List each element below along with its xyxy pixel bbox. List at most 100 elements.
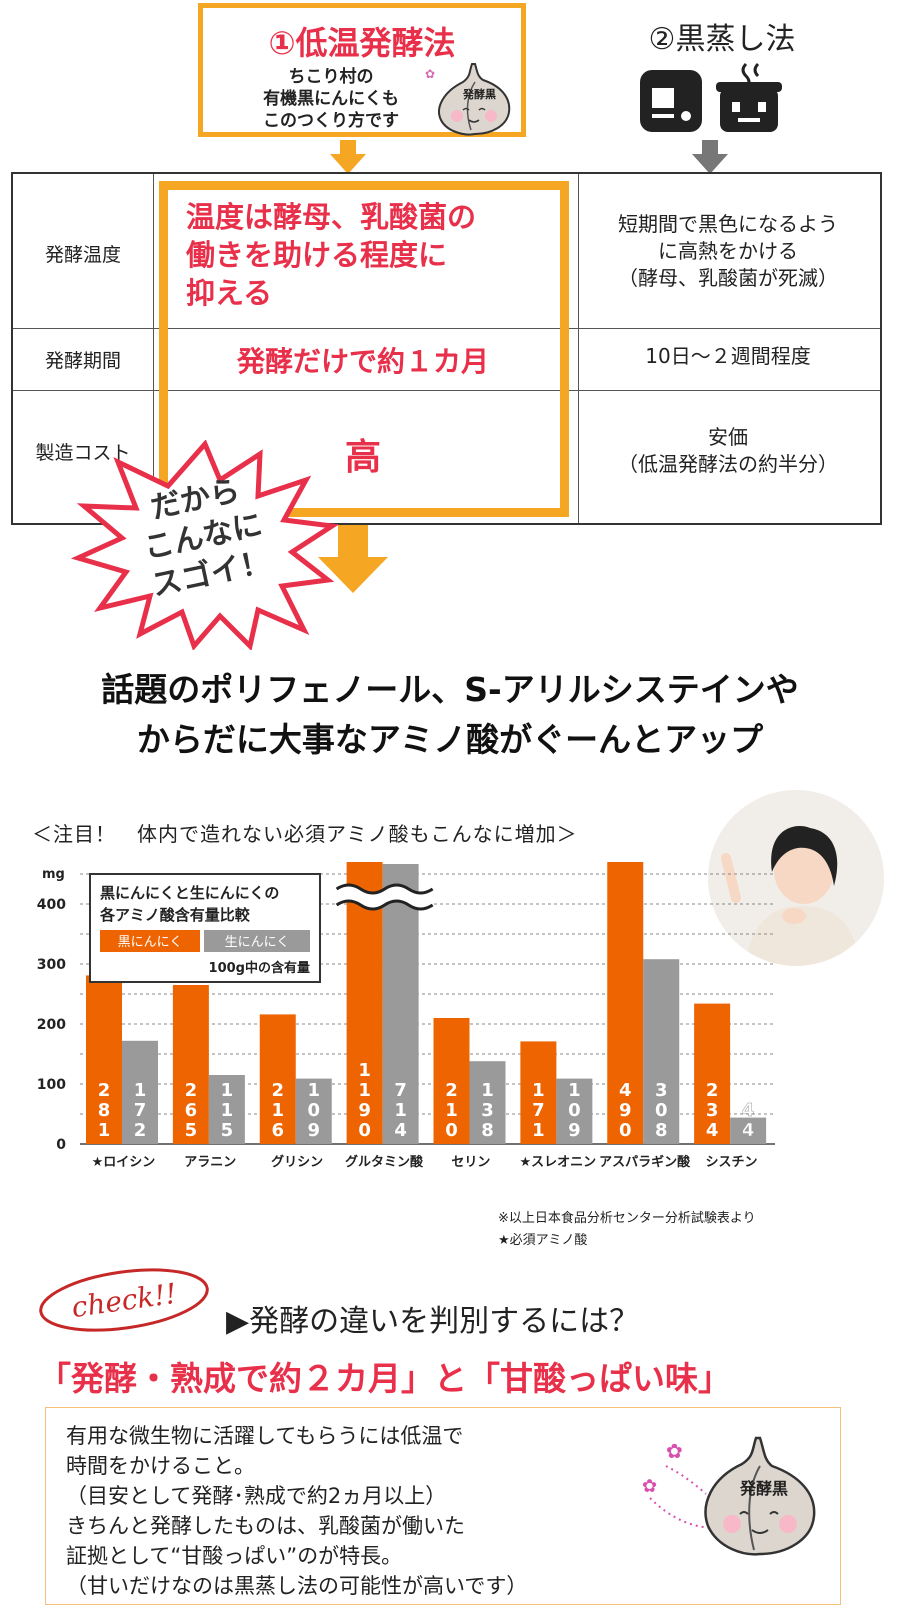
- garlic-mascot-icon: 発酵黒 ✿: [425, 63, 511, 136]
- method2-period: 10日〜２週間程度: [645, 344, 811, 368]
- svg-text:✿: ✿: [642, 1476, 657, 1497]
- y-tick-label: 400: [37, 897, 66, 913]
- cell-line: に高熱をかける: [658, 239, 798, 263]
- x-tick-label: グルタミン酸: [345, 1154, 424, 1170]
- bar-black-garlic: [520, 1041, 557, 1144]
- bar-raw-garlic: [382, 864, 419, 1144]
- method1-subtitle: ちこり村の 有機黒にんにくも このつくり方です: [231, 66, 431, 132]
- arrow-down-icon: [330, 140, 366, 174]
- burst-badge: だから こんなに スゴイ！: [70, 440, 340, 650]
- y-tick-label: 100: [37, 1077, 66, 1093]
- method1-sub-line: このつくり方です: [263, 111, 399, 131]
- mascot-label: 発酵黒: [739, 1479, 788, 1498]
- headline: 話題のポリフェノール、S-アリルシステインや からだに大事なアミノ酸がぐーんとア…: [0, 665, 900, 765]
- method1-cost: 高: [344, 437, 381, 478]
- explain-line: （甘いだけなのは黒蒸し法の可能性が高いです）: [66, 1574, 528, 1598]
- row-label-period: 発酵期間: [44, 350, 121, 372]
- cell-line: 働きを助ける程度に: [186, 238, 448, 272]
- bar-black-garlic: [86, 975, 122, 1144]
- check-answer: 「発酵・熟成で約２カ月」と「甘酸っぱい味」: [38, 1359, 731, 1398]
- amino-acid-bar-chart: mg 0 100 200 300 400 2 8 1 1 7 2 2 6 5 1 1 5 2 1 6 1 0 9 1 1 9 0 7…: [37, 862, 775, 1170]
- legend-swatch-black-garlic: [100, 930, 200, 952]
- bar-raw-garlic: [295, 1078, 332, 1144]
- explain-line: 証拠として“甘酸っぱい”のが特長。: [66, 1544, 403, 1568]
- method1-period: 発酵だけで約１カ月: [236, 345, 489, 378]
- bar-black-garlic: [607, 862, 644, 1144]
- legend-black-garlic: 黒にんにく: [118, 935, 183, 950]
- big-arrow-down-icon: [318, 525, 388, 593]
- y-axis-unit-label: mg: [42, 867, 65, 882]
- svg-text:✿: ✿: [425, 67, 435, 81]
- cell-line: 抑える: [186, 276, 273, 310]
- x-tick-label: セリン: [451, 1155, 490, 1170]
- cell-line: 短期間で黒色になるよう: [618, 212, 838, 236]
- check-question: ▶発酵の違いを判別するには？: [226, 1304, 640, 1339]
- chart-unit-note: 100g中の含有量: [209, 960, 310, 976]
- cell-line: （酵母、乳酸菌が死滅）: [618, 266, 838, 290]
- method1-title: ①低温発酵法: [268, 24, 456, 62]
- row-label-temperature: 発酵温度: [44, 244, 121, 266]
- method2-temperature: 短期間で黒色になるよう に高熱をかける （酵母、乳酸菌が死滅）: [578, 211, 878, 292]
- explain-line: きちんと発酵したものは、乳酸菌が働いた: [66, 1514, 465, 1538]
- x-tick-label: アスパラギン酸: [599, 1154, 691, 1170]
- legend-swatch-raw-garlic: [204, 930, 310, 952]
- woman-photo: [708, 790, 884, 966]
- svg-text:✿: ✿: [666, 1439, 683, 1463]
- comparison-table: 発酵温度 発酵期間 製造コスト: [11, 172, 882, 525]
- bar-black-garlic: [172, 985, 209, 1144]
- footnote: ※以上日本食品分析センター分析試験表より: [498, 1211, 756, 1226]
- break-wave: [335, 883, 434, 895]
- chart-footnotes: ※以上日本食品分析センター分析試験表より ★必須アミノ酸: [498, 1208, 756, 1252]
- headline-line: からだに大事なアミノ酸がぐーんとアップ: [136, 720, 764, 759]
- bar-black-garlic: [694, 1003, 731, 1144]
- bar-raw-garlic: [556, 1078, 593, 1144]
- y-tick-label: 200: [37, 1017, 66, 1033]
- check-badge: check!!: [39, 1268, 209, 1332]
- bar-raw-garlic: [208, 1075, 245, 1144]
- cell-line: 安価: [708, 425, 748, 449]
- break-wave: [335, 899, 434, 911]
- chart-title-line2: 各アミノ酸含有量比較: [99, 906, 251, 924]
- explain-line: 有用な微生物に活躍してもらうには低温で: [66, 1424, 464, 1448]
- x-axis-labels: ★ロイシン アラニン グリシン グルタミン酸 セリン ★スレオニン アスパラギン酸 シスチン: [92, 1154, 758, 1170]
- rice-cooker-icon: [640, 62, 782, 132]
- x-tick-label: グリシン: [271, 1154, 323, 1170]
- x-tick-label: ★ロイシン: [92, 1155, 156, 1170]
- bar-raw-garlic: [469, 1061, 506, 1144]
- break-band: [336, 885, 433, 909]
- chart-title-line1: 黒にんにくと生にんにくの: [100, 884, 279, 902]
- chart-note: ＜注目！ 体内で造れない必須アミノ酸もこんなに増加＞: [32, 822, 578, 846]
- footnote: ★必須アミノ酸: [498, 1233, 588, 1248]
- chart-bars: 2 8 1 1 7 2 2 6 5 1 1 5 2 1 6 1 0 9 1 1 9 0 7 1 4 2 1 0 1 3 8 1 7 1 1 0 9 4 9 0…: [86, 862, 767, 1144]
- method2-cost: 安価 （低温発酵法の約半分）: [578, 424, 878, 478]
- bar-raw-garlic: [643, 959, 680, 1144]
- cell-line: 温度は酵母、乳酸菌の: [186, 200, 477, 234]
- bar-raw-garlic: [122, 1040, 158, 1144]
- y-tick-label: 300: [37, 957, 66, 973]
- highlight-box: [159, 181, 569, 517]
- arrow-down-icon: [692, 140, 728, 174]
- axis-break-mark: [335, 883, 434, 911]
- method1-box: ①低温発酵法 ちこり村の 有機黒にんにくも このつくり方です 発酵黒 ✿: [198, 3, 526, 137]
- explain-line: （目安として発酵･熟成で約2ヵ月以上）: [66, 1484, 447, 1508]
- method2-title: ②黒蒸し法: [648, 22, 796, 57]
- method1-sub-line: ちこり村の: [288, 67, 374, 87]
- explain-line: 時間をかけること。: [66, 1454, 255, 1478]
- bar-black-garlic: [433, 1018, 470, 1144]
- bar-black-garlic: [259, 1014, 296, 1144]
- row-label-cost: 製造コスト: [35, 442, 131, 464]
- method1-sub-line: 有機黒にんにくも: [263, 89, 399, 109]
- x-tick-label: ★スレオニン: [519, 1155, 596, 1170]
- x-tick-label: シスチン: [706, 1155, 758, 1170]
